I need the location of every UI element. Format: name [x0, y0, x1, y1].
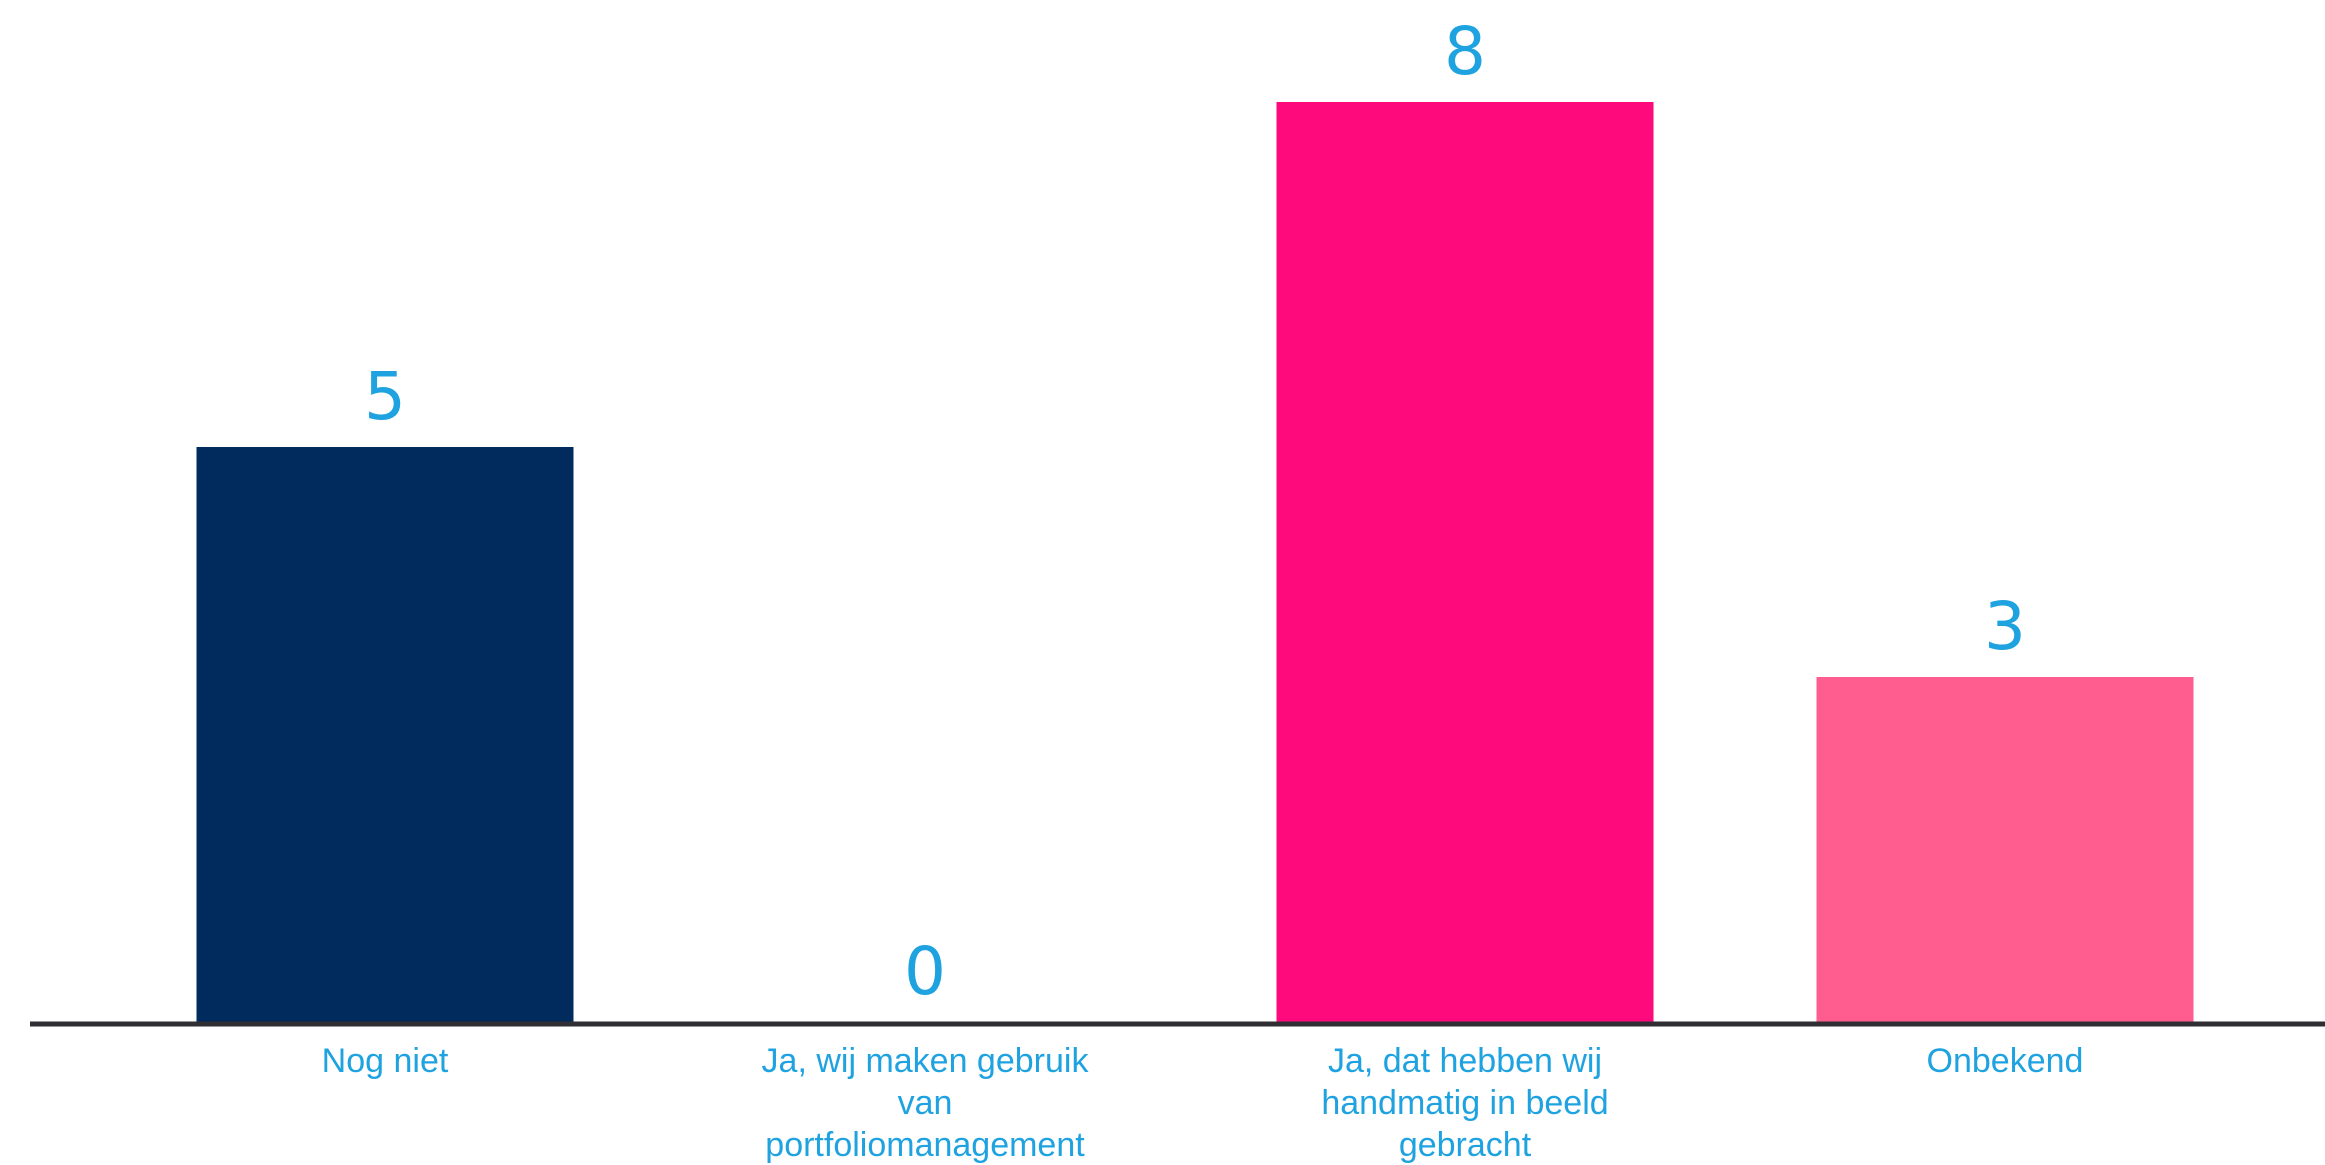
bar-3	[1276, 102, 1654, 1022]
value-label-3: 8	[1444, 13, 1486, 90]
category-labels-group: Nog niet Ja, wij maken gebruik van portfoli…	[322, 1042, 2084, 1164]
category-label-line: portfoliomanagement	[765, 1126, 1085, 1164]
category-label-line: gebracht	[1399, 1126, 1532, 1164]
value-label-2: 0	[904, 933, 946, 1010]
category-label-line: Nog niet	[322, 1042, 449, 1080]
category-label-2: Ja, wij maken gebruik van portfoliomanagem…	[762, 1042, 1090, 1164]
bar-4	[1816, 677, 2194, 1022]
category-label-1: Nog niet	[322, 1042, 449, 1080]
category-label-line: Ja, dat hebben wij	[1328, 1042, 1602, 1080]
category-label-line: Onbekend	[1927, 1042, 2084, 1080]
category-label-line: van	[898, 1084, 953, 1122]
category-label-line: handmatig in beeld	[1321, 1084, 1608, 1122]
bar-1	[196, 447, 574, 1022]
category-label-4: Onbekend	[1927, 1042, 2084, 1080]
bars-group	[196, 102, 2194, 1022]
category-label-3: Ja, dat hebben wij handmatig in beeld gebr…	[1321, 1042, 1608, 1164]
value-label-1: 5	[364, 358, 406, 435]
value-labels-group: 5 0 8 3	[364, 13, 2026, 1010]
category-label-line: Ja, wij maken gebruik	[762, 1042, 1090, 1080]
value-label-4: 3	[1984, 588, 2026, 665]
